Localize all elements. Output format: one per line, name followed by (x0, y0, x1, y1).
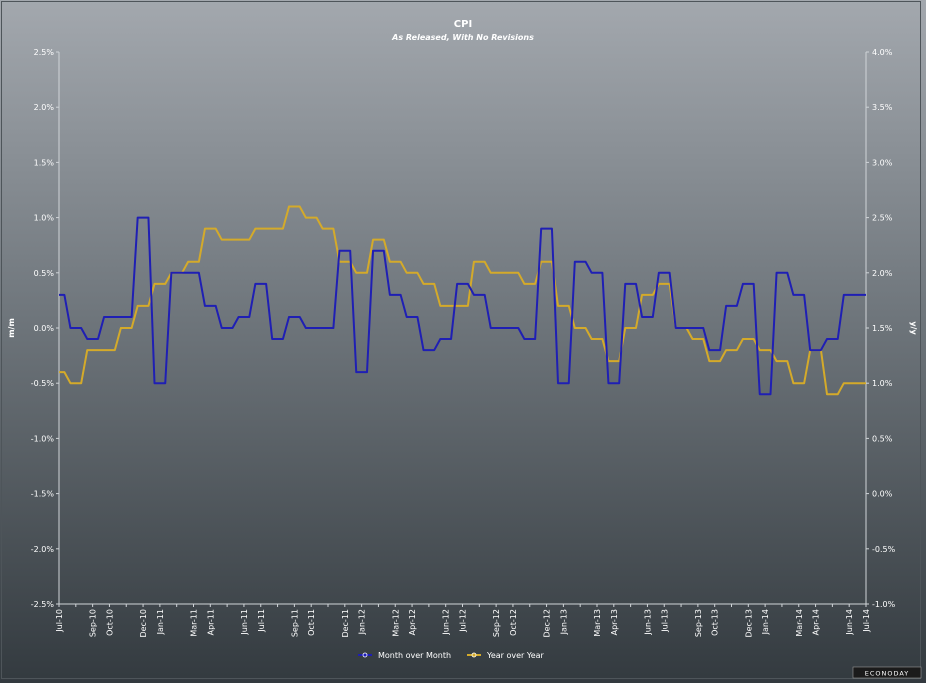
econoday-logo-text: ECONODAY (865, 670, 910, 678)
left-tick-label: 2.0% (34, 103, 55, 112)
left-tick-label: 1.0% (34, 214, 55, 223)
x-tick-label: Apr-13 (610, 609, 619, 635)
left-tick-label: 0.0% (34, 324, 55, 333)
legend-item-mom[interactable]: Month over Month (358, 651, 451, 660)
x-tick-label: Jul-11 (257, 609, 266, 633)
right-tick-label: 1.5% (872, 324, 893, 333)
right-tick-label: 2.5% (872, 214, 893, 223)
x-tick-label: Dec-10 (139, 609, 148, 638)
left-tick-label: -1.0% (31, 434, 55, 443)
x-tick-label: Sep-12 (492, 609, 501, 637)
x-tick-label: Oct-12 (509, 609, 518, 636)
legend-label-yoy: Year over Year (486, 651, 545, 660)
x-tick-label: Apr-12 (408, 609, 417, 635)
right-tick-label: 0.5% (872, 434, 893, 443)
right-axis-ticks: 4.0% 3.5% 3.0% 2.5% 2.0% 1.5% 1.0% 0.5% 0.0% -0.5… (866, 48, 896, 609)
x-tick-label: Jan-12 (358, 609, 367, 635)
left-tick-label: 1.5% (34, 158, 55, 167)
x-tick-label: Dec-11 (341, 609, 350, 638)
x-tick-label: Jul-12 (459, 609, 468, 633)
x-tick-label: Apr-11 (206, 609, 215, 635)
left-tick-label: -0.5% (31, 379, 55, 388)
left-tick-label: 0.5% (34, 269, 55, 278)
x-tick-label: Sep-11 (290, 609, 299, 637)
right-tick-label: 3.5% (872, 103, 893, 112)
x-tick-label: Jun-14 (845, 609, 854, 636)
x-tick-label: Apr-14 (812, 609, 821, 635)
legend-item-yoy[interactable]: Year over Year (467, 651, 545, 660)
left-tick-label: -1.5% (31, 490, 55, 499)
right-tick-label: 1.0% (872, 379, 893, 388)
x-tick-label: Jun-12 (442, 609, 451, 636)
left-axis-ticks: 2.5% 2.0% 1.5% 1.0% 0.5% 0.0% -0.5% -1.0% -1.5% -… (31, 48, 59, 609)
x-tick-label: Dec-12 (543, 609, 552, 638)
x-tick-label: Mar-14 (795, 609, 804, 637)
legend: Month over Month Year over Year (358, 651, 545, 660)
x-tick-label: Jul-13 (660, 609, 669, 633)
series-layer (59, 205, 866, 396)
right-tick-label: 0.0% (872, 490, 893, 499)
x-tick-label: Mar-12 (391, 609, 400, 637)
left-tick-label: -2.0% (31, 545, 55, 554)
x-tick-label: Oct-10 (105, 609, 114, 636)
legend-label-mom: Month over Month (378, 651, 451, 660)
right-tick-label: 4.0% (872, 48, 893, 57)
left-tick-label: 2.5% (34, 48, 55, 57)
right-tick-label: 2.0% (872, 269, 893, 278)
x-tick-label: Sep-10 (89, 609, 98, 637)
x-tick-label: Jun-13 (643, 609, 652, 636)
x-tick-label: Dec-13 (744, 609, 753, 638)
x-tick-label: Oct-11 (307, 609, 316, 636)
x-tick-label: Jun-11 (240, 609, 249, 636)
right-tick-label: -1.0% (872, 600, 896, 609)
left-tick-label: -2.5% (31, 600, 55, 609)
legend-marker-yoy (471, 652, 477, 658)
x-tick-label: Mar-13 (593, 609, 602, 637)
x-tick-label: Sep-13 (694, 609, 703, 637)
x-tick-label: Jan-14 (761, 609, 770, 635)
left-axis-label: m/m (7, 318, 16, 338)
x-tick-label: Jul-14 (862, 609, 871, 633)
x-tick-label: Oct-13 (711, 609, 720, 636)
x-tick-label: Jan-11 (156, 609, 165, 635)
series-line-mom (59, 216, 866, 396)
legend-marker-mom (362, 652, 368, 658)
x-tick-label: Jul-10 (55, 609, 64, 633)
econoday-logo: ECONODAY (852, 666, 922, 679)
chart-subtitle: As Released, With No Revisions (391, 33, 534, 42)
x-axis-ticks: Jul-10 Sep-10 Oct-10 Dec-10 Jan-11 Mar-11 Apr-… (55, 604, 871, 638)
right-tick-label: 3.0% (872, 158, 893, 167)
chart-title: CPI (454, 19, 472, 30)
right-tick-label: -0.5% (872, 545, 896, 554)
series-line-yoy (59, 205, 866, 396)
x-tick-label: Jan-13 (559, 609, 568, 635)
x-tick-label: Mar-11 (190, 609, 199, 637)
right-axis-label: y/y (909, 321, 918, 335)
